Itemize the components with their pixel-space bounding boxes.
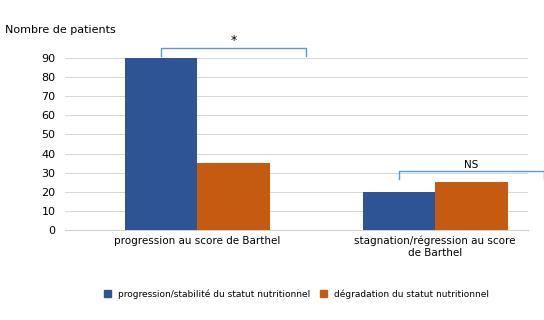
Legend: progression/stabilité du statut nutritionnel, dégradation du statut nutritionnel: progression/stabilité du statut nutritio… bbox=[100, 286, 493, 303]
Text: Nombre de patients: Nombre de patients bbox=[5, 25, 116, 35]
Text: NS: NS bbox=[465, 160, 479, 170]
Text: *: * bbox=[231, 34, 237, 47]
Bar bbox=[362, 192, 435, 230]
Bar bbox=[197, 163, 270, 230]
Bar bbox=[435, 182, 508, 230]
Bar bbox=[125, 58, 197, 230]
